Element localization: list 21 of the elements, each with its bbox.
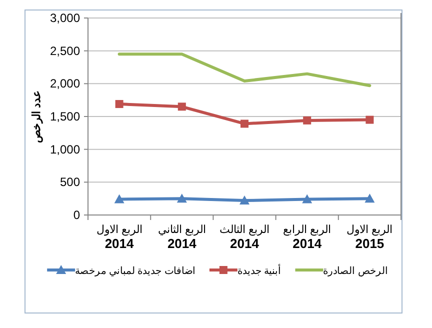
legend-label: أبنية جديدة [237, 264, 282, 277]
y-tick-label: 1,500 [50, 110, 80, 124]
y-tick-label: 1,000 [50, 142, 80, 156]
y-tick-label: 0 [73, 208, 80, 222]
point [240, 196, 250, 205]
point [366, 116, 374, 124]
y-tick-label: 2,000 [50, 76, 80, 91]
y-tick-label: 3,000 [50, 11, 80, 25]
point [302, 194, 312, 204]
point [178, 102, 186, 111]
point [240, 120, 248, 128]
legend-label: الرخص الصادرة [323, 266, 388, 277]
point [114, 194, 124, 204]
y-tick-label: 500 [60, 175, 80, 190]
legend-label: اضافات جديدة لمباني مرخصة [75, 266, 196, 277]
point [115, 100, 124, 108]
point [176, 194, 187, 203]
point [303, 116, 312, 124]
y-tick-label: 2,500 [50, 44, 80, 58]
point [364, 194, 375, 203]
y-axis-title: عدد الرخص [31, 90, 43, 144]
